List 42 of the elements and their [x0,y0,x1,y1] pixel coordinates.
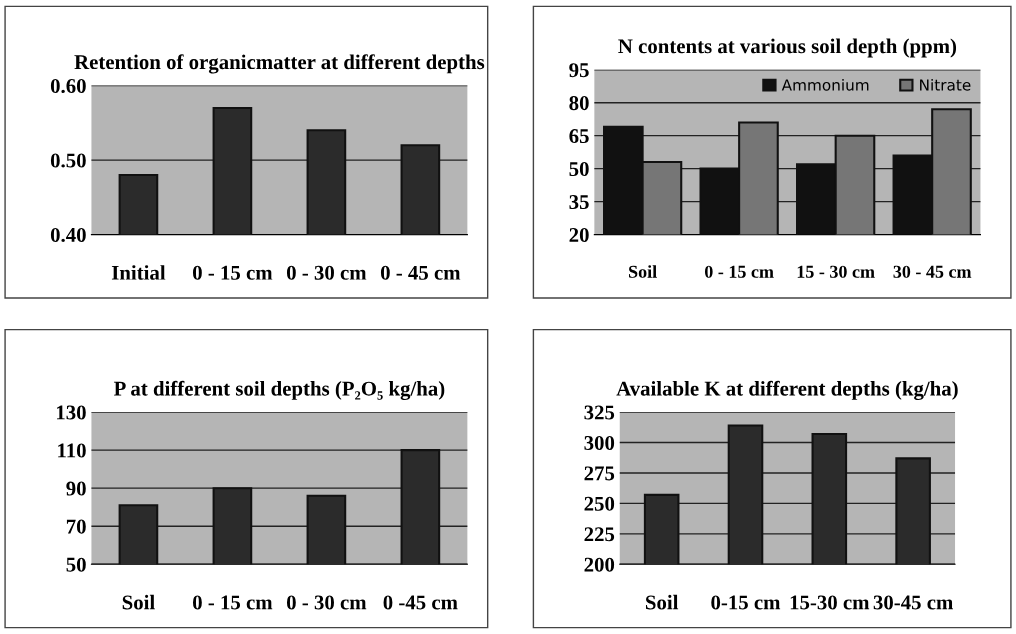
y-tick-label: 325 [584,405,615,420]
y-tick-label: 130 [57,405,86,420]
y-tick-label: 0.60 [50,78,86,94]
legend-label: Ammonium [781,78,869,91]
y-tick-label: 0.40 [50,227,86,243]
y-tick-label: 35 [569,195,589,210]
y-tick-label: 275 [584,466,615,481]
x-tick-label: 15-30 cm [790,595,870,610]
x-tick-label: 0 - 45 cm [380,265,461,280]
y-tick-label: 225 [584,527,615,542]
chart-title: N contents at various soil depth (ppm) [618,38,957,58]
y-tick-label: 90 [66,481,86,496]
x-tick-label: 15 - 30 cm [797,265,875,278]
x-tick-label: Soil [122,594,155,610]
x-tick-label: 0 -45 cm [383,595,458,610]
y-tick-label: 50 [66,557,86,572]
y-tick-label: 110 [58,443,86,458]
x-tick-label: 0 - 15 cm [704,265,774,278]
y-tick-label: 20 [569,227,589,243]
legend-label: Nitrate [920,78,971,91]
y-tick-label: 70 [66,519,86,534]
x-tick-label: Soil [629,265,657,278]
y-tick-label: 250 [584,496,615,511]
y-tick-label: 80 [569,96,589,111]
x-tick-label: 30 - 45 cm [893,265,972,278]
y-tick-label: 50 [569,162,589,177]
y-tick-label: 95 [569,63,589,78]
y-tick-label: 0.50 [50,153,86,168]
x-tick-label: 0 - 30 cm [286,595,367,610]
x-tick-label: 30-45 cm [873,595,953,610]
chart-title: Available K at different depths (kg/ha) [616,380,958,401]
x-tick-label: Soil [645,594,679,610]
x-tick-label: 0 - 15 cm [193,265,273,280]
chart-title: Retention of organicmatter at different depths [74,54,485,74]
y-tick-label: 200 [584,557,615,572]
x-tick-label: 0 - 30 cm [286,265,367,280]
y-tick-label: 65 [569,129,589,144]
y-tick-label: 300 [584,435,615,450]
x-tick-label: 0-15 cm [711,595,781,610]
chart-title: P at different soil depths (P₂O₅ kg/ha) [113,380,445,401]
x-tick-label: Initial [111,265,166,280]
x-tick-label: 0 - 15 cm [193,595,273,610]
